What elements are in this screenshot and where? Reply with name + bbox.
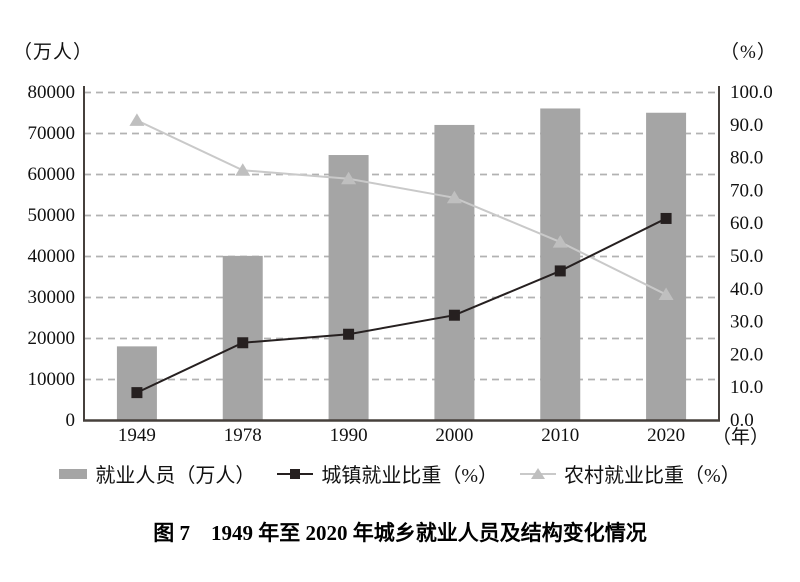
svg-text:80.0: 80.0 xyxy=(730,148,763,169)
svg-text:2020: 2020 xyxy=(647,425,685,446)
left-axis-unit-label: （万人） xyxy=(13,42,94,63)
svg-text:30.0: 30.0 xyxy=(730,312,763,333)
svg-text:（年）: （年） xyxy=(712,426,769,448)
svg-text:50000: 50000 xyxy=(28,205,76,226)
figure-caption: 图 7 1949 年至 2020 年城乡就业人员及结构变化情况 xyxy=(153,521,647,545)
chart-legend: 就业人员（万人） 城镇就业比重（%） 农村就业比重（%） xyxy=(0,459,800,488)
svg-text:30000: 30000 xyxy=(28,287,76,308)
right-axis-unit-label: （%） xyxy=(720,42,777,63)
svg-text:1949: 1949 xyxy=(118,425,156,446)
svg-text:60000: 60000 xyxy=(28,164,76,185)
legend-item-label: 城镇就业比重（%） xyxy=(321,465,498,487)
svg-text:10000: 10000 xyxy=(28,369,76,390)
legend-item-rural-share: 农村就业比重（%） xyxy=(520,459,741,488)
svg-text:1978: 1978 xyxy=(224,425,262,446)
svg-text:100.0: 100.0 xyxy=(730,82,773,103)
bar-swatch-icon xyxy=(59,468,88,480)
svg-text:2000: 2000 xyxy=(435,425,473,446)
svg-text:70.0: 70.0 xyxy=(730,180,763,201)
svg-text:80000: 80000 xyxy=(28,82,76,103)
legend-item-urban-share: 城镇就业比重（%） xyxy=(277,459,498,488)
svg-text:20000: 20000 xyxy=(28,328,76,349)
svg-text:90.0: 90.0 xyxy=(730,115,763,136)
svg-text:20.0: 20.0 xyxy=(730,344,763,365)
svg-text:50.0: 50.0 xyxy=(730,246,763,267)
triangle-line-swatch-icon xyxy=(520,467,556,481)
svg-text:40.0: 40.0 xyxy=(730,279,763,300)
svg-text:60.0: 60.0 xyxy=(730,213,763,234)
svg-text:1990: 1990 xyxy=(330,425,368,446)
svg-text:0.0: 0.0 xyxy=(730,410,754,431)
svg-text:40000: 40000 xyxy=(28,246,76,267)
square-line-swatch-icon xyxy=(277,467,314,481)
svg-text:10.0: 10.0 xyxy=(730,377,763,398)
legend-item-label: 农村就业比重（%） xyxy=(564,465,741,487)
svg-text:2010: 2010 xyxy=(541,425,579,446)
legend-item-employment: 就业人员（万人） xyxy=(59,459,255,488)
svg-text:0: 0 xyxy=(66,410,76,431)
svg-text:70000: 70000 xyxy=(28,123,76,144)
combo-chart-plot: 0 10000 20000 30000 40000 50000 60000 70000 8000… xyxy=(28,82,773,448)
legend-item-label: 就业人员（万人） xyxy=(95,465,256,487)
